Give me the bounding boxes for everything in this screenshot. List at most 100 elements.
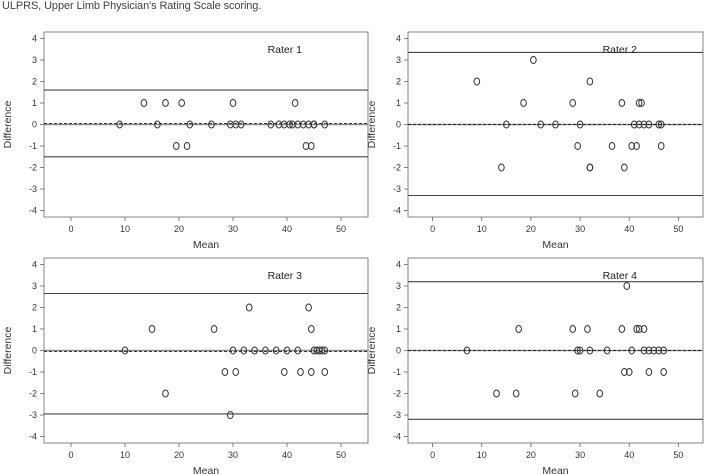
x-tick-label: 10: [477, 224, 487, 234]
x-tick-label: 40: [282, 224, 292, 234]
y-tick-label: 4: [396, 259, 401, 269]
x-tick-label: 30: [228, 450, 238, 460]
data-point: [618, 98, 626, 107]
x-axis-label: Mean: [193, 465, 219, 474]
data-point: [162, 98, 169, 107]
data-point: [229, 346, 237, 355]
y-tick-label: -3: [29, 184, 37, 194]
data-point: [530, 55, 537, 64]
data-point: [628, 142, 636, 151]
y-axis-label: Difference: [366, 101, 378, 149]
data-point: [645, 346, 653, 355]
data-point: [576, 346, 584, 355]
y-axis-label: Difference: [2, 327, 14, 375]
data-point: [148, 324, 156, 333]
x-tick-label: 40: [624, 450, 634, 460]
data-point: [154, 120, 161, 129]
data-point: [178, 98, 185, 107]
data-point: [623, 281, 631, 290]
data-point: [621, 368, 628, 377]
data-point: [512, 389, 520, 398]
data-point: [294, 346, 302, 355]
y-tick-label: -1: [393, 367, 401, 377]
y-axis-label: Difference: [2, 101, 14, 149]
data-point: [655, 120, 663, 129]
figure-caption: ULPRS, Upper Limb Physician's Rating Sca…: [2, 0, 262, 12]
data-point: [552, 120, 559, 129]
y-tick-label: 4: [32, 33, 37, 43]
data-point: [608, 142, 616, 151]
data-point: [221, 368, 229, 377]
y-tick-label: 3: [396, 55, 401, 65]
data-point: [503, 120, 510, 129]
data-point: [321, 368, 329, 377]
data-point: [232, 368, 239, 377]
rater-title: Rater 2: [603, 44, 638, 56]
data-point: [183, 142, 191, 151]
data-point: [537, 120, 545, 129]
data-point: [262, 346, 269, 355]
y-tick-label: 1: [32, 98, 37, 108]
data-point: [596, 389, 604, 398]
data-point: [318, 346, 326, 355]
x-tick-label: 20: [174, 450, 184, 460]
y-tick-label: -2: [393, 389, 401, 399]
y-tick-label: -2: [393, 163, 401, 173]
data-point: [586, 163, 594, 172]
data-point: [463, 346, 471, 355]
data-point: [645, 120, 653, 129]
data-point: [571, 389, 579, 398]
data-point: [308, 368, 315, 377]
data-point: [251, 346, 258, 355]
data-point: [630, 120, 638, 129]
data-point: [635, 324, 643, 333]
data-point: [227, 411, 234, 420]
x-tick-label: 0: [68, 224, 73, 234]
data-point: [321, 346, 329, 355]
y-tick-label: -3: [393, 184, 401, 194]
data-point: [584, 324, 591, 333]
data-point: [121, 346, 129, 355]
y-axis-label: Difference: [366, 327, 378, 375]
data-point: [305, 303, 312, 312]
x-tick-label: 40: [624, 224, 634, 234]
data-point: [310, 120, 318, 129]
data-point: [640, 120, 648, 129]
data-point: [633, 142, 640, 151]
y-tick-label: 0: [396, 346, 401, 356]
y-tick-label: -2: [29, 163, 37, 173]
data-point: [140, 98, 148, 107]
y-tick-label: 2: [32, 76, 37, 86]
x-tick-label: 30: [228, 224, 238, 234]
y-tick-label: 1: [396, 324, 401, 334]
data-point: [645, 368, 653, 377]
data-point: [569, 98, 577, 107]
y-tick-label: 2: [396, 302, 401, 312]
x-tick-label: 0: [430, 450, 435, 460]
y-tick-label: -1: [29, 141, 37, 151]
y-tick-label: -3: [29, 410, 37, 420]
y-tick-label: 3: [32, 281, 37, 291]
data-point: [308, 142, 315, 151]
data-point: [237, 120, 245, 129]
data-point: [657, 142, 665, 151]
data-point: [272, 346, 280, 355]
rater-title: Rater 4: [603, 270, 638, 282]
data-point: [655, 346, 663, 355]
data-point: [173, 142, 180, 151]
data-point: [574, 346, 581, 355]
data-point: [640, 346, 648, 355]
data-point: [162, 389, 169, 398]
x-tick-label: 10: [477, 450, 487, 460]
data-point: [240, 346, 248, 355]
data-point: [267, 120, 275, 129]
y-tick-label: 2: [396, 76, 401, 86]
x-tick-label: 30: [575, 450, 585, 460]
x-tick-label: 40: [282, 450, 292, 460]
data-point: [283, 346, 291, 355]
data-point: [574, 142, 581, 151]
x-tick-label: 50: [336, 224, 346, 234]
